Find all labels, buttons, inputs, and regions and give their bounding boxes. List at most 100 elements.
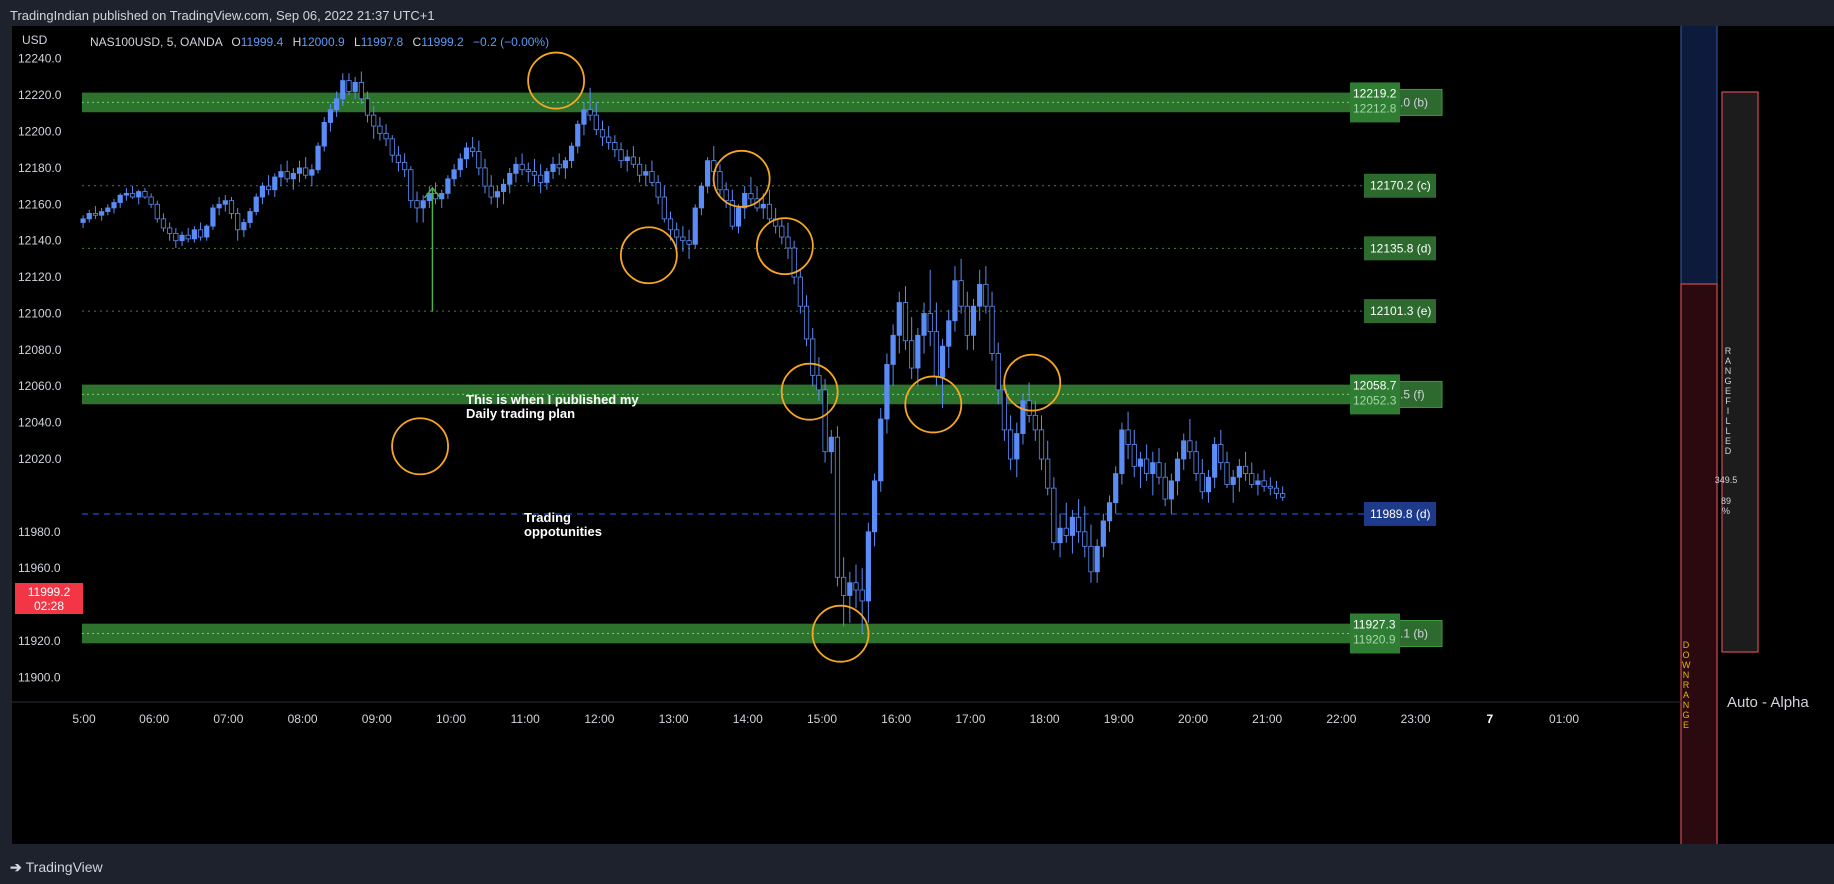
level-label-box bbox=[1364, 236, 1436, 261]
auto-alpha-label: Auto - Alpha bbox=[1727, 694, 1809, 711]
candle-body bbox=[1168, 480, 1174, 500]
candle-body bbox=[1205, 476, 1212, 493]
candle-body bbox=[278, 171, 284, 178]
candle-body bbox=[371, 114, 377, 127]
level-label-box bbox=[1364, 173, 1436, 198]
candle-body bbox=[630, 156, 637, 165]
candle-body bbox=[259, 185, 266, 198]
candle-body bbox=[562, 160, 568, 169]
candle-body bbox=[290, 172, 296, 180]
candle-body bbox=[1001, 389, 1008, 431]
candle-body bbox=[964, 305, 970, 336]
candle-body bbox=[476, 151, 482, 169]
range-upper-block bbox=[1680, 26, 1718, 285]
candle-body bbox=[791, 247, 797, 278]
candle-body bbox=[531, 171, 538, 176]
candle-body bbox=[977, 283, 983, 307]
candle-body bbox=[457, 158, 463, 171]
candle-body bbox=[315, 145, 321, 171]
range-value: 349.5 bbox=[1714, 475, 1738, 485]
y-tick-label: 12020.0 bbox=[18, 452, 62, 466]
y-tick-label: 11900.0 bbox=[18, 670, 61, 684]
candle-body bbox=[1181, 440, 1187, 460]
candle-body bbox=[810, 338, 816, 376]
candle-body bbox=[692, 207, 698, 245]
candle-body bbox=[575, 123, 581, 147]
publish-info: TradingIndian published on TradingView.c… bbox=[10, 8, 435, 23]
y-tick-label: 12040.0 bbox=[18, 416, 62, 430]
change-value: −0.2 (−0.00%) bbox=[473, 35, 550, 49]
candle-body bbox=[160, 218, 167, 229]
candle-body bbox=[717, 171, 723, 191]
candle-body bbox=[1007, 429, 1014, 460]
candle-body bbox=[1162, 476, 1168, 500]
y-tick-label: 12220.0 bbox=[18, 88, 62, 102]
candle-body bbox=[674, 229, 680, 238]
candle-body bbox=[1038, 429, 1045, 460]
low-label: L bbox=[354, 35, 361, 49]
current-level-label: 11989.8 (d) bbox=[1370, 507, 1431, 521]
down-range-text: D O W N R A N G E bbox=[1682, 640, 1691, 730]
x-tick-label: 01:00 bbox=[1549, 712, 1579, 726]
x-tick-label: 19:00 bbox=[1104, 712, 1134, 726]
candle-body bbox=[742, 192, 748, 209]
candle-body bbox=[649, 171, 655, 183]
level-price-box bbox=[1350, 374, 1400, 415]
candle-body bbox=[334, 98, 340, 111]
candle-body bbox=[1230, 476, 1236, 485]
chart-canvas[interactable]: 12240.0 12220.0 12200.0 12180.0 12160.0 12140… bbox=[12, 26, 1834, 844]
candle-body bbox=[488, 185, 494, 198]
x-tick-label: 12:00 bbox=[584, 712, 614, 726]
level-zone bbox=[82, 623, 1440, 644]
candle-body bbox=[581, 109, 587, 125]
range-filled-label: R A N G E F I L L E D bbox=[1720, 346, 1736, 456]
x-tick-label: 21:00 bbox=[1252, 712, 1282, 726]
candle-body bbox=[1242, 465, 1249, 474]
range-filled-block bbox=[1721, 91, 1759, 653]
candle-body bbox=[1144, 458, 1150, 474]
candle-body bbox=[624, 156, 630, 162]
candle-body bbox=[785, 236, 791, 249]
candle-body bbox=[1280, 493, 1286, 498]
x-tick-label: 17:00 bbox=[955, 712, 985, 726]
candle-body bbox=[272, 176, 278, 191]
candle-body bbox=[698, 185, 705, 209]
candle-body bbox=[197, 229, 204, 238]
candle-body bbox=[667, 218, 674, 231]
y-tick-label: 11980.0 bbox=[18, 525, 61, 539]
candle-body bbox=[847, 582, 853, 596]
candle-body bbox=[247, 211, 253, 223]
candle-body bbox=[1131, 444, 1137, 467]
symbol-label[interactable]: NAS100USD, 5, OANDA bbox=[90, 35, 223, 49]
candle-body bbox=[1273, 487, 1280, 494]
x-tick-label: 09:00 bbox=[362, 712, 392, 726]
level-tail-box bbox=[1391, 380, 1443, 408]
candle-body bbox=[1125, 429, 1131, 445]
y-tick-label: 12060.0 bbox=[18, 379, 62, 393]
candle-body bbox=[587, 109, 593, 116]
legend-circle bbox=[391, 417, 449, 476]
publish-note: This is when I published my Daily tradin… bbox=[466, 393, 639, 421]
level-label: 12170.2 (c) bbox=[1370, 179, 1431, 193]
candle-body bbox=[185, 234, 191, 240]
candle-body bbox=[451, 169, 457, 180]
candle-body bbox=[568, 145, 575, 162]
candle-body bbox=[896, 302, 902, 336]
y-tick-label: 12100.0 bbox=[18, 306, 62, 320]
level-price2-label: 12212.8 bbox=[1353, 101, 1397, 115]
candle-body bbox=[99, 211, 105, 216]
chart-area[interactable]: 12240.0 12220.0 12200.0 12180.0 12160.0 12140… bbox=[12, 26, 1834, 844]
candle-body bbox=[1032, 414, 1038, 431]
candle-body bbox=[265, 185, 272, 191]
x-tick-label: 22:00 bbox=[1326, 712, 1356, 726]
range-pct: 89 % bbox=[1709, 496, 1743, 516]
close-value: 11999.2 bbox=[421, 35, 464, 49]
range-filled-text: R A N G E F I L L E D bbox=[1724, 346, 1732, 456]
tradingview-logo[interactable]: ➔ TradingView bbox=[10, 859, 103, 876]
candle-body bbox=[1187, 440, 1193, 453]
x-tick-label: 7 bbox=[1486, 712, 1493, 726]
publish-note-line1: This is when I published my bbox=[466, 392, 639, 407]
candle-body bbox=[599, 129, 606, 138]
candle-body bbox=[989, 305, 995, 354]
opportunity-circle bbox=[1003, 353, 1062, 412]
